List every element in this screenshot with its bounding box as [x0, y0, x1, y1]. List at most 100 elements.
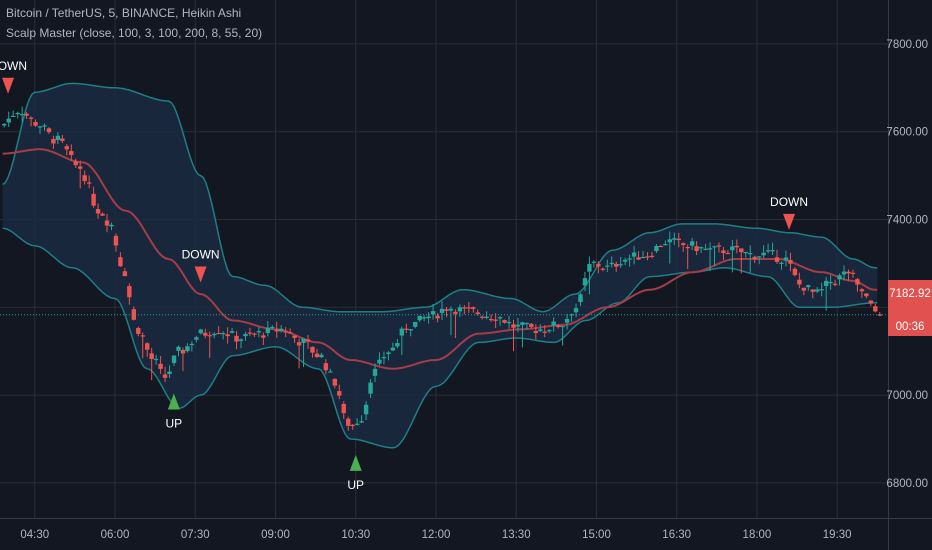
candle-body: [368, 382, 373, 394]
down-signal-label: DOWN: [182, 248, 220, 262]
price-tick-label: 7600.00: [886, 127, 928, 139]
price-tick-label: 7800.00: [886, 39, 928, 51]
candle-body: [145, 343, 150, 350]
candle-body: [171, 355, 177, 363]
candle-body: [180, 350, 186, 354]
candle-body: [207, 335, 212, 337]
candle-body: [542, 331, 547, 333]
candle-body: [395, 343, 400, 347]
candle-body: [346, 418, 351, 426]
candle-body: [788, 259, 793, 264]
candle-body: [60, 138, 65, 141]
legend-symbol: Bitcoin / TetherUS, 5, BINANCE, Heikin A…: [6, 6, 241, 20]
candle-body: [569, 314, 574, 316]
bar-countdown: 00:36: [896, 321, 925, 333]
candle-body: [698, 247, 704, 249]
candle-body: [287, 332, 293, 334]
candle-body: [497, 317, 503, 319]
candle-body: [386, 352, 391, 354]
candle-body: [216, 332, 221, 335]
candle-body: [649, 255, 655, 257]
candle-body: [801, 287, 807, 291]
price-tick-label: 6800.00: [886, 478, 928, 490]
candle-body: [354, 423, 360, 425]
candle-body: [310, 346, 315, 353]
candle-body: [417, 315, 422, 321]
down-signal-marker: [783, 213, 796, 230]
candle-body: [109, 224, 114, 227]
down-signal-marker: [194, 266, 207, 283]
candle-body: [113, 235, 119, 246]
candle-body: [421, 317, 427, 319]
candle-body: [448, 308, 454, 311]
candle-body: [752, 256, 757, 260]
candle-body: [363, 404, 369, 415]
candle-body: [37, 126, 43, 128]
candle-body: [435, 315, 440, 319]
candle-body: [247, 332, 253, 334]
candle-body: [176, 346, 181, 351]
price-tick-label: 7400.00: [886, 214, 928, 226]
candle-body: [779, 262, 784, 264]
candle-body: [743, 251, 748, 254]
candle-body: [524, 322, 530, 325]
candle-body: [515, 324, 521, 327]
time-tick-label: 06:00: [101, 529, 130, 541]
candle-body: [69, 151, 74, 155]
candle-body: [466, 307, 472, 309]
up-signal-marker: [167, 393, 180, 410]
candle-body: [475, 312, 480, 315]
candle-body: [756, 256, 762, 258]
candle-body: [806, 285, 811, 288]
time-axis[interactable]: 04:30 06:00 07:30 09:00 10:30 12:00 13:30 15:00…: [0, 518, 932, 550]
price-axis-bg: [888, 0, 932, 550]
candle-body: [15, 112, 20, 115]
price-tick-label: 7000.00: [886, 390, 928, 402]
candle-body: [560, 325, 565, 328]
candle-body: [573, 308, 579, 313]
candle-body: [810, 289, 815, 292]
candle-body: [748, 253, 753, 255]
candle-body: [426, 316, 431, 319]
time-tick-label: 18:00: [743, 529, 772, 541]
candle-body: [453, 311, 458, 314]
candle-body: [859, 289, 865, 292]
candle-body: [229, 331, 235, 333]
candle-body: [341, 403, 346, 414]
candle-body: [28, 117, 34, 119]
candle-body: [864, 293, 869, 297]
candle-body: [471, 307, 476, 309]
time-tick-label: 04:30: [20, 529, 49, 541]
candle-body: [703, 248, 708, 250]
candle-body: [823, 280, 829, 287]
time-axis-bg: [0, 518, 888, 550]
candle-body: [140, 335, 145, 337]
down-signal-label: DOWN: [770, 195, 808, 209]
candle-body: [439, 308, 445, 313]
candle-body: [654, 245, 659, 252]
band-fill: [2, 83, 878, 448]
candle-body: [868, 300, 874, 304]
candle-body: [198, 329, 204, 334]
candle-body: [279, 328, 284, 332]
candle-body: [104, 220, 110, 226]
up-signal-label: UP: [166, 416, 183, 430]
candle-body: [538, 329, 543, 332]
candle-body: [462, 307, 467, 309]
candle-body: [658, 245, 664, 248]
candle-body: [323, 363, 329, 371]
candle-body: [225, 334, 230, 337]
candle-body: [676, 238, 681, 240]
candle-body: [283, 331, 288, 333]
candle-body: [663, 244, 668, 246]
candle-body: [819, 289, 824, 291]
price-axis[interactable]: 7800.00 7600.00 7400.00 7000.00 6800.00: [886, 0, 932, 550]
candle-body: [533, 330, 539, 333]
candle-body: [694, 246, 699, 252]
candle-body: [850, 272, 856, 275]
candle-body: [55, 135, 61, 141]
candle-body: [614, 263, 619, 267]
candle-body: [685, 246, 690, 249]
candle-body: [520, 322, 525, 325]
